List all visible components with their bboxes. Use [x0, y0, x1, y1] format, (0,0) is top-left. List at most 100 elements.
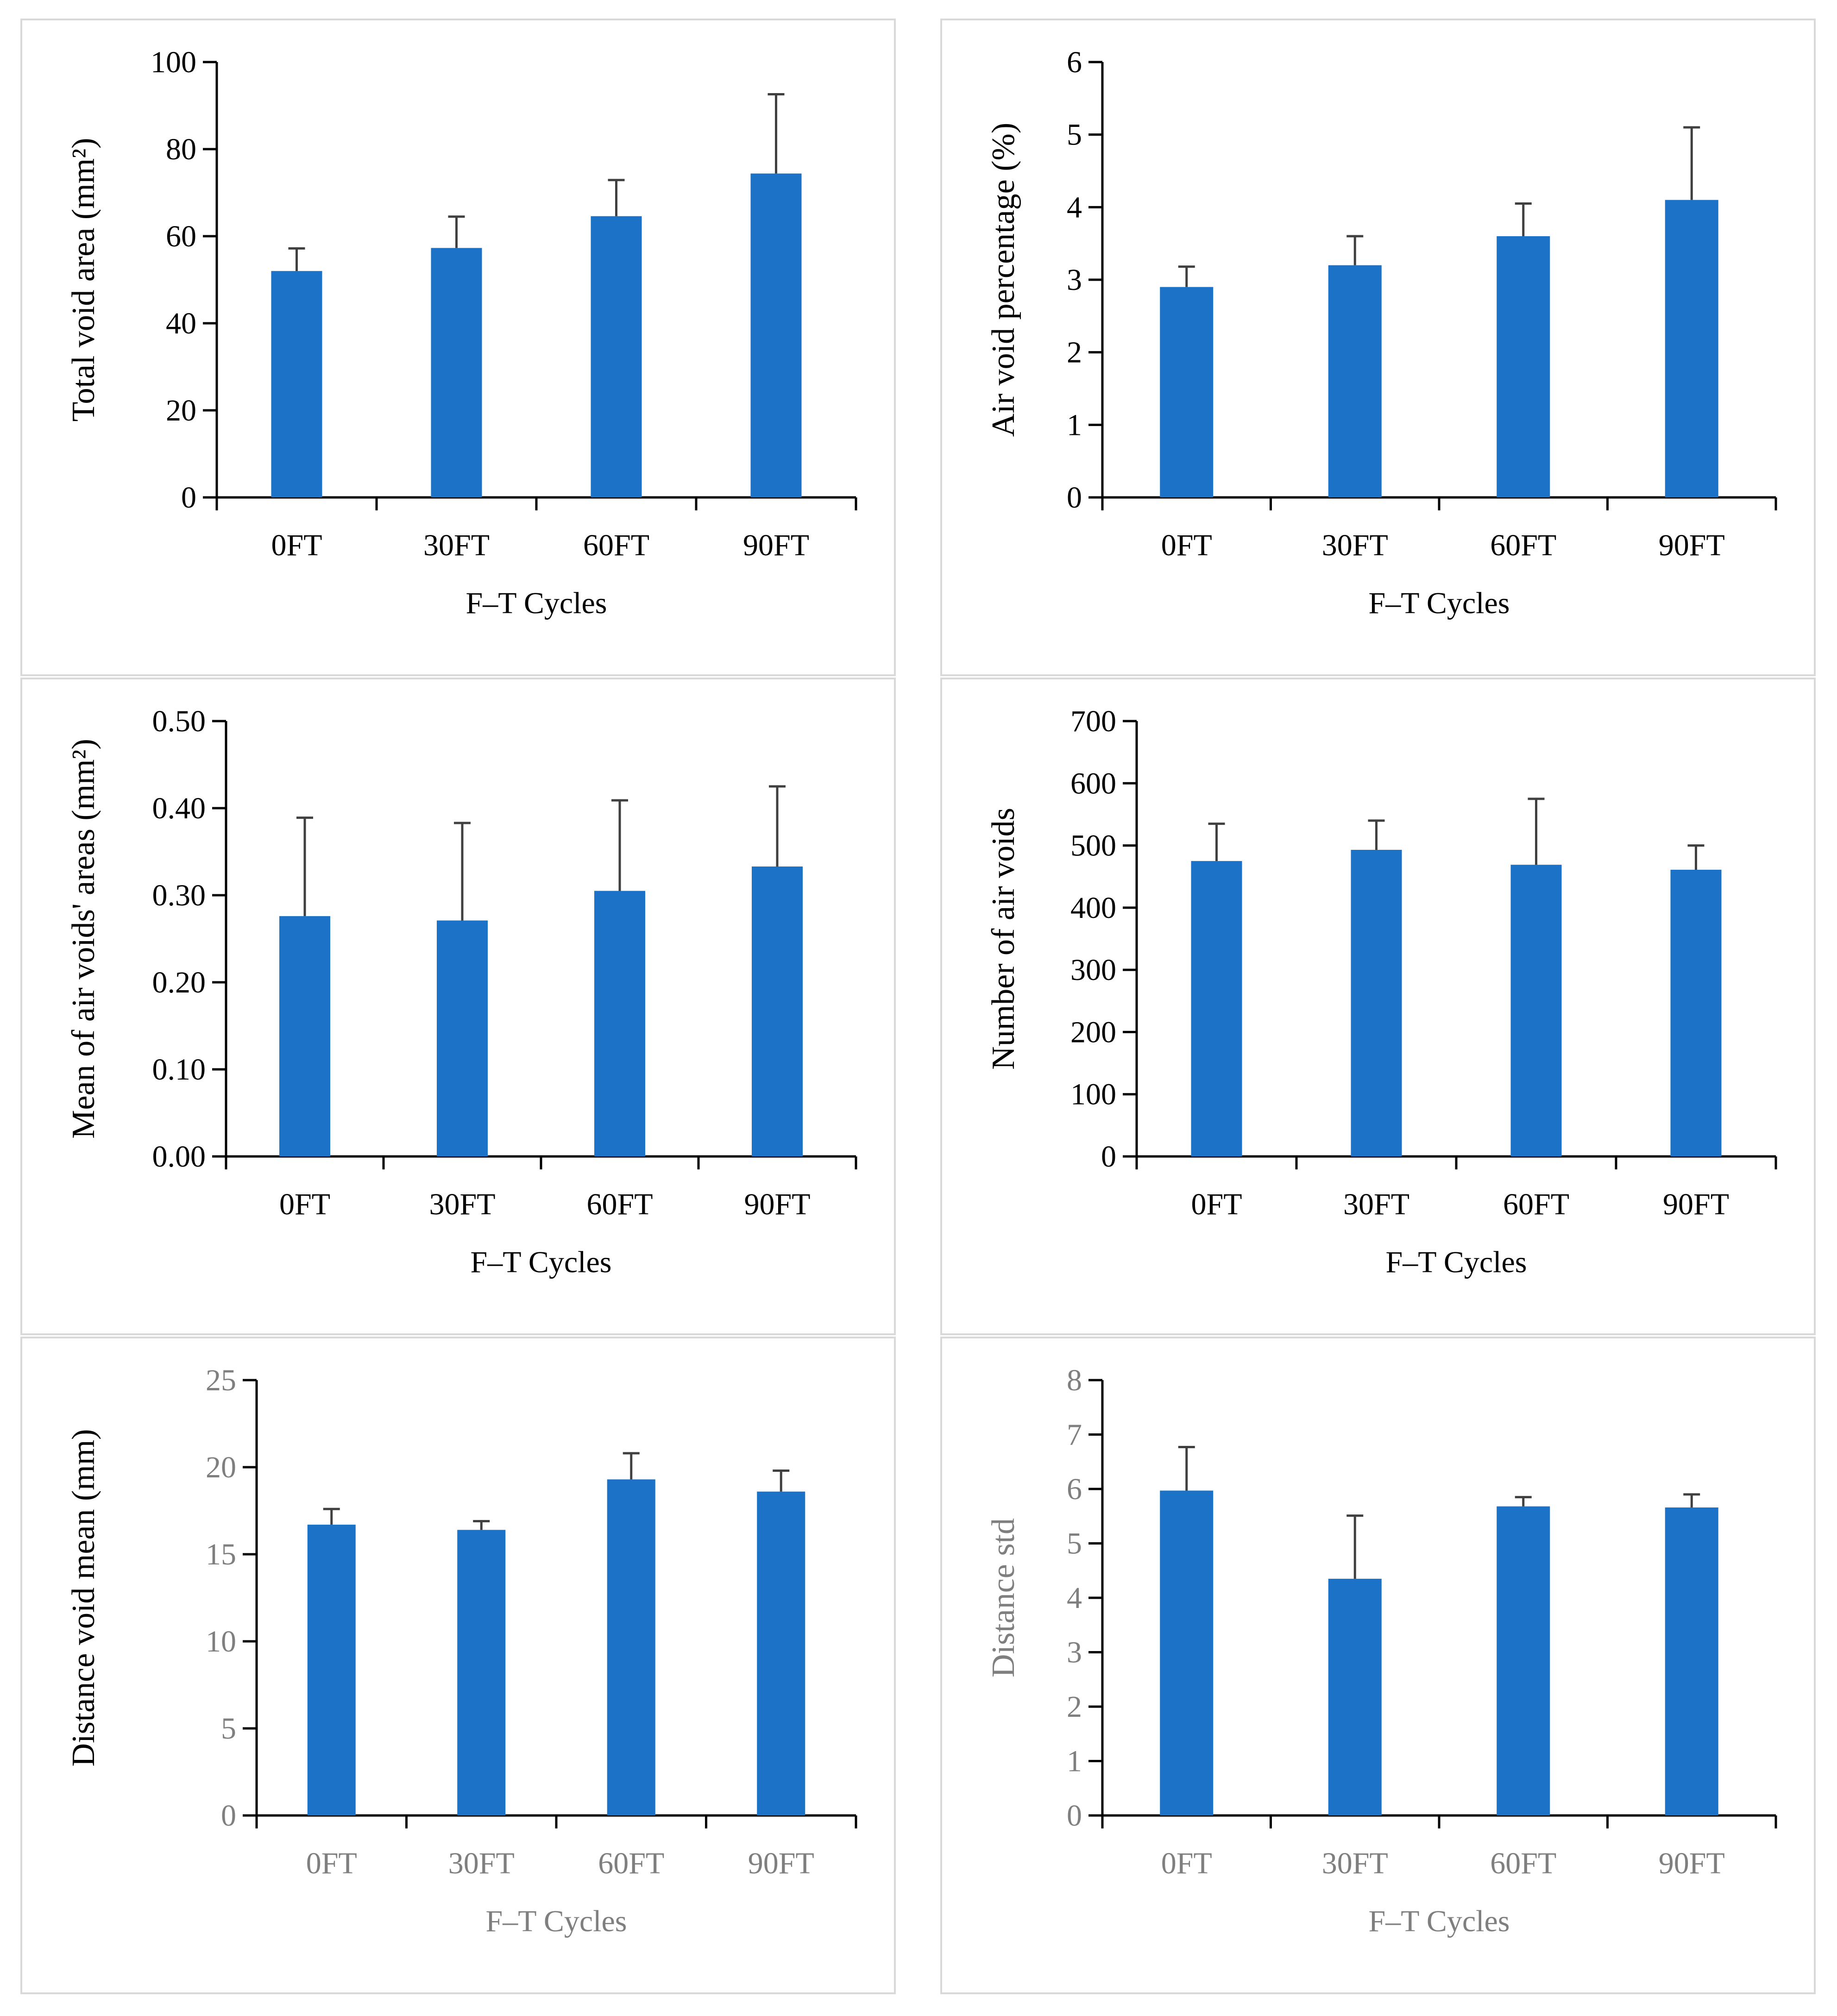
x-tick-label: 30FT	[1322, 1846, 1388, 1880]
y-tick-label: 2	[1067, 336, 1082, 370]
y-tick-label: 7	[1067, 1418, 1082, 1452]
bar-30FT	[1351, 849, 1402, 1156]
y-tick-label: 0.00	[152, 1140, 206, 1174]
y-tick-label: 0.50	[152, 704, 206, 738]
y-tick-label: 20	[206, 1451, 236, 1484]
y-tick-label: 0	[221, 1799, 236, 1833]
bar-90FT	[757, 1491, 805, 1815]
x-tick-label: 60FT	[1490, 1846, 1556, 1880]
chart-panel-distance-void-mean: 0 5 10 15 20 25 0FT 30FT 60FT 90FT F–T Cycles Dista…	[20, 1337, 896, 1994]
x-axis-title: F–T Cycles	[471, 1245, 612, 1279]
bar-0FT	[307, 1525, 356, 1815]
bar-90FT	[750, 173, 802, 497]
y-tick-label: 0	[181, 481, 196, 515]
bar-30FT	[1328, 1578, 1382, 1815]
x-tick-label: 90FT	[743, 528, 809, 562]
y-tick-label: 4	[1067, 190, 1082, 224]
y-tick-label: 0.10	[152, 1053, 206, 1087]
y-axis-title: Distance void mean (mm)	[66, 1429, 101, 1767]
x-tick-label: 90FT	[1663, 1187, 1729, 1221]
chart-number-of-air-voids: 0 100 200 300 400 500 600 700 0FT 30FT 60FT 90FT F–T…	[986, 704, 1777, 1279]
y-tick-label: 80	[166, 132, 196, 166]
bar-0FT	[1160, 1490, 1214, 1815]
bar-60FT	[1497, 236, 1550, 497]
chart-panel-air-void-percentage: 0 1 2 3 4 5 6 0FT 30FT 60FT 90FT F–T Cycles Air void…	[940, 19, 1816, 676]
y-tick-label: 6	[1067, 45, 1082, 79]
y-tick-label: 300	[1070, 953, 1116, 987]
y-tick-label: 40	[166, 307, 196, 340]
bar-90FT	[1665, 200, 1718, 498]
y-tick-label: 3	[1067, 263, 1082, 297]
y-tick-label: 600	[1070, 766, 1116, 800]
x-tick-label: 90FT	[748, 1846, 814, 1880]
bar-0FT	[1160, 287, 1214, 497]
x-tick-label: 0FT	[271, 528, 322, 562]
x-tick-label: 30FT	[429, 1187, 495, 1221]
bar-0FT	[271, 271, 322, 497]
x-tick-label: 90FT	[744, 1187, 810, 1221]
bar-60FT	[1497, 1506, 1550, 1815]
chart-mean-air-void-area: 0.00 0.10 0.20 0.30 0.40 0.50 0FT 30FT 60FT 90FT F…	[66, 704, 857, 1279]
x-tick-label: 0FT	[1191, 1187, 1242, 1221]
x-tick-label: 60FT	[1503, 1187, 1569, 1221]
x-axis-title: F–T Cycles	[1369, 1904, 1510, 1938]
chart-distance-void-mean: 0 5 10 15 20 25 0FT 30FT 60FT 90FT F–T Cycles Dista…	[66, 1363, 857, 1938]
y-tick-label: 3	[1067, 1636, 1082, 1670]
y-tick-label: 0.30	[152, 879, 206, 912]
y-axis-title: Air void percentage (%)	[986, 123, 1021, 437]
y-tick-label: 5	[221, 1712, 236, 1746]
x-tick-label: 30FT	[423, 528, 490, 562]
bar-90FT	[1665, 1507, 1718, 1815]
y-tick-label: 500	[1070, 829, 1116, 863]
bar-30FT	[457, 1530, 506, 1815]
y-tick-label: 10	[206, 1625, 236, 1658]
x-tick-label: 30FT	[1322, 528, 1388, 562]
x-tick-label: 60FT	[583, 528, 649, 562]
y-tick-label: 25	[206, 1363, 236, 1397]
bar-0FT	[279, 916, 330, 1156]
y-tick-label: 0	[1067, 1799, 1082, 1833]
x-tick-label: 0FT	[1161, 1846, 1212, 1880]
x-tick-label: 60FT	[1490, 528, 1556, 562]
chart-total-void-area: 0 20 40 60 80 100 0FT 30FT 60FT 90FT F–T Cycles Tot…	[66, 45, 857, 620]
x-tick-label: 60FT	[598, 1846, 664, 1880]
bar-60FT	[607, 1479, 655, 1815]
y-tick-label: 100	[151, 45, 196, 79]
x-tick-label: 0FT	[279, 1187, 330, 1221]
y-tick-label: 15	[206, 1538, 236, 1571]
y-tick-label: 1	[1067, 408, 1082, 442]
y-tick-label: 0	[1067, 481, 1082, 515]
x-tick-label: 90FT	[1659, 1846, 1725, 1880]
y-tick-label: 0.20	[152, 966, 206, 999]
x-tick-label: 60FT	[586, 1187, 653, 1221]
y-tick-label: 6	[1067, 1472, 1082, 1506]
y-tick-label: 0.40	[152, 791, 206, 825]
bar-60FT	[594, 891, 645, 1156]
x-axis-title: F–T Cycles	[466, 586, 607, 620]
bar-30FT	[1328, 265, 1382, 497]
y-tick-label: 2	[1067, 1690, 1082, 1724]
y-axis-title: Mean of air voids' areas (mm²)	[66, 739, 101, 1139]
x-axis-title: F–T Cycles	[1369, 586, 1510, 620]
y-tick-label: 4	[1067, 1581, 1082, 1615]
y-tick-label: 200	[1070, 1015, 1116, 1049]
y-tick-label: 100	[1070, 1078, 1116, 1112]
y-axis-title: Distance std	[986, 1518, 1021, 1677]
chart-panel-mean-air-void-area: 0.00 0.10 0.20 0.30 0.40 0.50 0FT 30FT 60FT 90FT F…	[20, 678, 896, 1335]
y-tick-label: 8	[1067, 1363, 1082, 1397]
chart-panel-total-void-area: 0 20 40 60 80 100 0FT 30FT 60FT 90FT F–T Cycles Tot…	[20, 19, 896, 676]
bar-30FT	[431, 248, 482, 497]
chart-distance-std: 0 1 2 3 4 5 6 7 8 0FT 30FT 60FT 90FT F–T Cycles Distan…	[986, 1363, 1777, 1938]
x-tick-label: 90FT	[1659, 528, 1725, 562]
y-tick-label: 5	[1067, 118, 1082, 152]
bar-90FT	[1670, 869, 1722, 1156]
bar-60FT	[1510, 865, 1562, 1156]
y-tick-label: 20	[166, 394, 196, 427]
y-tick-label: 0	[1101, 1140, 1116, 1174]
x-tick-label: 0FT	[1161, 528, 1212, 562]
y-tick-label: 5	[1067, 1527, 1082, 1561]
y-axis-title: Total void area (mm²)	[66, 138, 101, 422]
x-axis-title: F–T Cycles	[486, 1904, 627, 1938]
bar-90FT	[752, 866, 803, 1156]
